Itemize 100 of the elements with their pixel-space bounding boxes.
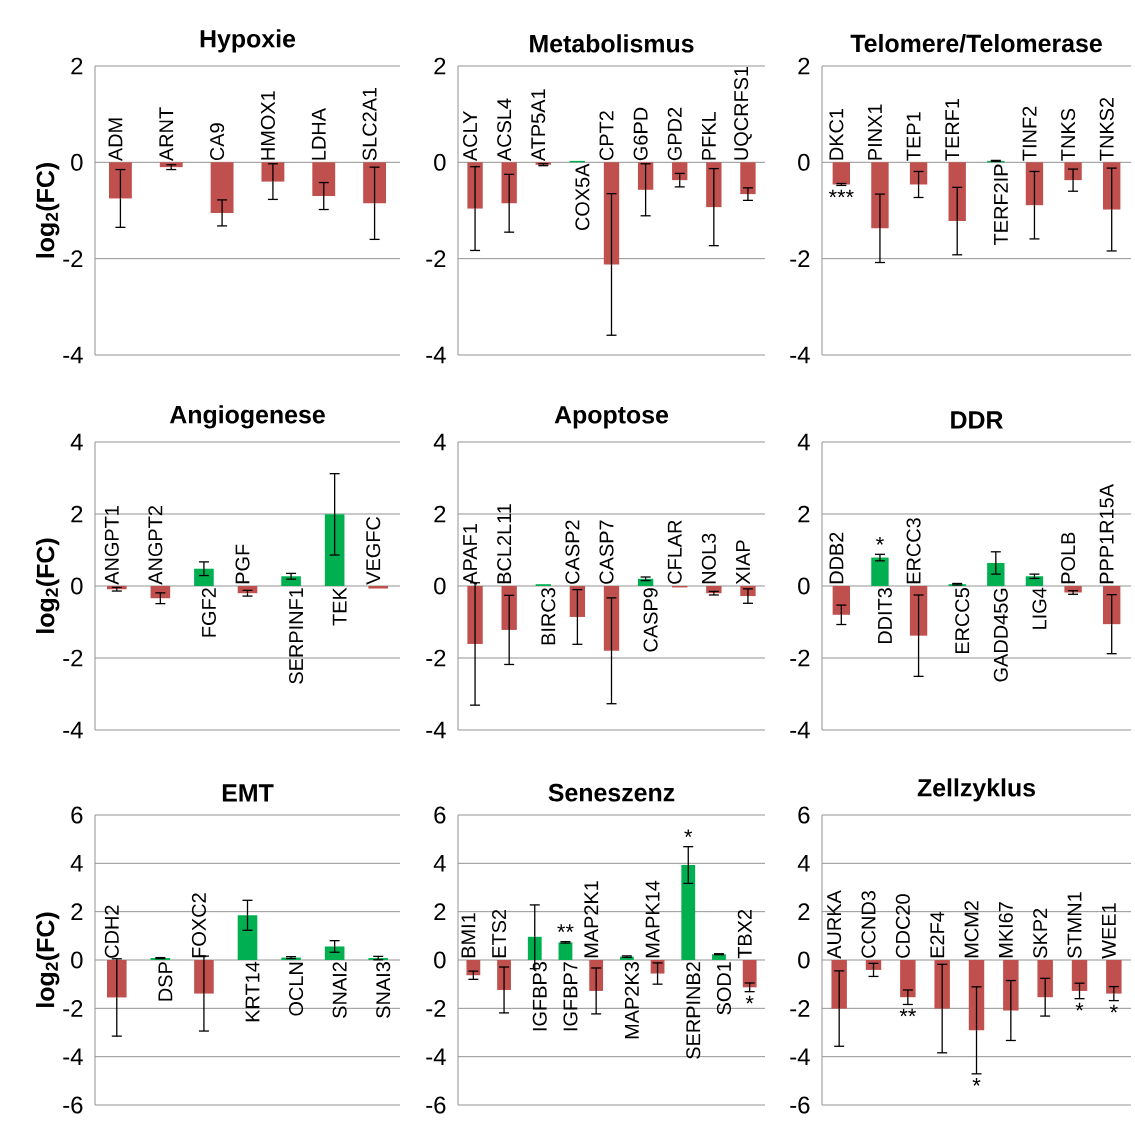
chart-title: EMT bbox=[222, 784, 274, 802]
y-tick-label: -4 bbox=[426, 346, 446, 364]
x-tick-label: CCND3 bbox=[861, 891, 876, 958]
x-tick-label: SNAI3 bbox=[376, 962, 391, 1018]
x-tick-label: SKP2 bbox=[1033, 908, 1048, 958]
x-tick-label: CDH2 bbox=[104, 905, 119, 958]
y-tick-label: -4 bbox=[63, 721, 83, 739]
annotation: ** bbox=[899, 1008, 917, 1017]
y-tick-label: 4 bbox=[70, 433, 83, 451]
y-tick-label: -4 bbox=[63, 1048, 83, 1065]
y-tick-label: -4 bbox=[790, 346, 810, 364]
y-tick-label: -4 bbox=[426, 721, 446, 739]
x-tick-label: MAPK14 bbox=[645, 880, 660, 958]
x-tick-label: GADD45G bbox=[993, 588, 1008, 682]
x-tick-label: LDHA bbox=[311, 108, 326, 160]
y-tick-label: 4 bbox=[433, 855, 446, 872]
chart-title: Hypoxie bbox=[200, 29, 296, 53]
x-tick-label: ANGPT1 bbox=[104, 506, 119, 585]
y-tick-label: 6 bbox=[798, 806, 810, 824]
y-tick-label: -2 bbox=[790, 250, 810, 268]
x-tick-label: SERPINB2 bbox=[686, 962, 701, 1059]
annotation: * bbox=[972, 1078, 981, 1086]
x-tick-label: LIG4 bbox=[1032, 587, 1047, 629]
x-tick-label: PFKL bbox=[701, 111, 716, 160]
x-tick-label: ERCC3 bbox=[906, 518, 921, 584]
chart-title: Zellzyklus bbox=[917, 778, 1036, 802]
y-tick-label: 0 bbox=[434, 153, 446, 171]
x-tick-label: XIAP bbox=[736, 540, 750, 585]
y-tick-label: 6 bbox=[71, 806, 83, 824]
y-tick-label: 0 bbox=[71, 577, 83, 595]
x-tick-label: TBX2 bbox=[737, 909, 752, 959]
x-tick-label: DDIT3 bbox=[877, 588, 892, 644]
y-tick-label: -6 bbox=[426, 1096, 446, 1114]
x-tick-label: VEGFC bbox=[366, 516, 381, 585]
x-tick-label: PPP1R15A bbox=[1099, 484, 1114, 584]
y-tick-label: -4 bbox=[790, 721, 810, 739]
x-tick-label: SNAI2 bbox=[332, 962, 347, 1018]
chart-title: Angiogenese bbox=[169, 405, 325, 429]
x-tick-label: ARNT bbox=[159, 107, 174, 162]
x-tick-label: DKC1 bbox=[829, 108, 844, 160]
y-tick-label: -2 bbox=[63, 649, 83, 667]
y-tick-label: 0 bbox=[434, 951, 446, 969]
x-tick-label: TERF2IP bbox=[993, 164, 1008, 245]
x-tick-label: ANGPT2 bbox=[148, 506, 163, 585]
x-tick-label: CASP7 bbox=[599, 520, 614, 584]
y-tick-label: 2 bbox=[798, 505, 810, 523]
y-tick-label: -2 bbox=[426, 999, 446, 1017]
x-tick-label: ACSL4 bbox=[497, 98, 512, 162]
y-tick-label: 4 bbox=[433, 433, 446, 451]
x-tick-label: HMOX1 bbox=[260, 91, 275, 160]
x-tick-label: STMN1 bbox=[1067, 892, 1082, 958]
y-tick-label: -2 bbox=[426, 250, 446, 268]
x-tick-label: BMI1 bbox=[461, 913, 476, 958]
x-tick-label: KRT14 bbox=[245, 961, 260, 1022]
annotation: ** bbox=[557, 924, 574, 933]
x-tick-label: ATP5A1 bbox=[531, 89, 546, 162]
y-tick-label: 6 bbox=[434, 806, 446, 824]
x-tick-label: CDC20 bbox=[895, 894, 910, 958]
x-tick-label: FGF2 bbox=[201, 588, 216, 637]
x-tick-label: CA9 bbox=[210, 123, 225, 161]
y-tick-label: 0 bbox=[71, 153, 83, 171]
x-tick-label: TNKS2 bbox=[1099, 97, 1114, 161]
y-tick-label: 2 bbox=[71, 57, 83, 75]
x-tick-label: TEP1 bbox=[906, 112, 921, 161]
annotation: *** bbox=[828, 189, 854, 198]
annotation: * bbox=[745, 995, 754, 1004]
x-tick-label: PINX1 bbox=[868, 104, 882, 160]
x-tick-label: AURKA bbox=[827, 890, 842, 959]
chart-title: Telomere/Telomerase bbox=[850, 33, 1102, 53]
y-tick-label: -2 bbox=[426, 649, 446, 667]
x-tick-label: TERF1 bbox=[945, 98, 960, 161]
y-tick-label: 0 bbox=[798, 153, 810, 171]
x-tick-label: IGFBP3 bbox=[532, 962, 547, 1031]
x-tick-label: ETS2 bbox=[492, 909, 507, 958]
annotation: * bbox=[876, 537, 884, 545]
x-tick-label: SERPINF1 bbox=[289, 588, 304, 684]
x-tick-label: ADM bbox=[108, 118, 123, 162]
x-tick-label: DDB2 bbox=[829, 532, 844, 584]
y-tick-label: 0 bbox=[434, 577, 446, 595]
y-tick-label: -2 bbox=[63, 999, 83, 1017]
y-tick-label: 2 bbox=[434, 57, 446, 75]
y-tick-label: 4 bbox=[70, 855, 83, 872]
x-tick-label: WEE1 bbox=[1102, 903, 1116, 959]
x-tick-label: APAF1 bbox=[463, 524, 477, 585]
y-tick-label: 4 bbox=[797, 433, 810, 451]
x-tick-label: PGF bbox=[235, 544, 250, 584]
y-axis-title: log$_{2}$(FC) bbox=[36, 163, 60, 258]
x-tick-label: CFLAR bbox=[667, 520, 682, 584]
x-tick-label: MAP2K1 bbox=[584, 881, 599, 958]
y-tick-label: 2 bbox=[798, 57, 810, 75]
x-tick-label: NOL3 bbox=[701, 533, 716, 584]
y-tick-label: 4 bbox=[797, 855, 810, 872]
x-tick-label: UQCRFS1 bbox=[734, 66, 752, 160]
y-tick-label: -6 bbox=[790, 1096, 810, 1114]
chart-title: Apoptose bbox=[554, 406, 669, 429]
x-tick-label: ERCC5 bbox=[955, 588, 970, 654]
y-tick-label: 2 bbox=[434, 903, 446, 921]
x-tick-label: E2F4 bbox=[930, 911, 945, 958]
x-tick-label: IGFBP7 bbox=[563, 962, 578, 1031]
x-tick-label: BCL2L11 bbox=[497, 504, 512, 584]
